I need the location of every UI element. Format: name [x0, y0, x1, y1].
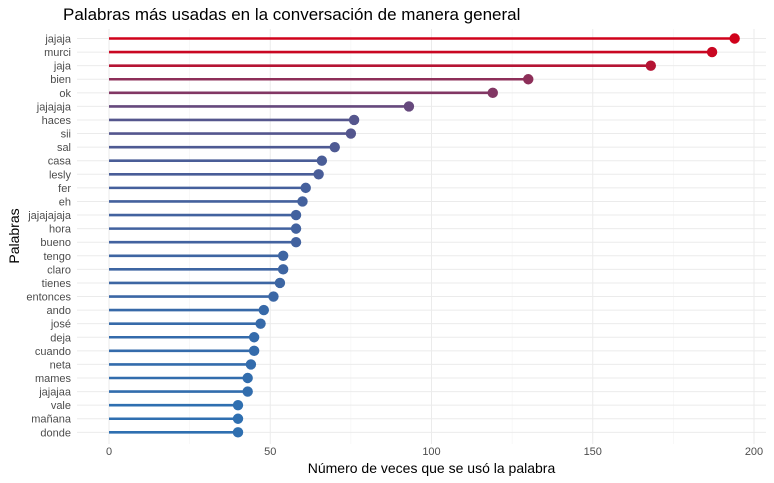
y-tick-label: jajaja — [44, 34, 72, 46]
lollipop-point — [277, 264, 289, 275]
y-tick-label: jajajajaja — [27, 210, 72, 222]
lollipop-point — [523, 74, 534, 85]
lollipop-point — [245, 359, 257, 370]
lollipop-point — [255, 318, 266, 329]
lollipop-point — [300, 182, 311, 194]
lollipop-point — [268, 291, 279, 302]
lollipop-point — [290, 237, 302, 248]
y-tick-label: lesly — [49, 169, 72, 181]
grid — [77, 29, 766, 444]
y-tick-label: bueno — [40, 237, 71, 249]
plot-area — [109, 33, 740, 438]
y-tick-label: casa — [48, 156, 72, 168]
lollipop-point — [645, 60, 656, 71]
y-tick-label: mames — [35, 373, 72, 385]
x-tick-label: 100 — [422, 446, 440, 458]
y-tick-label: deja — [50, 332, 72, 344]
lollipop-point — [290, 223, 302, 234]
y-tick-label: ando — [47, 305, 71, 317]
y-tick-label: donde — [40, 427, 71, 439]
lollipop-point — [403, 101, 415, 112]
y-tick-label: jaja — [53, 61, 72, 73]
lollipop-point — [487, 87, 498, 99]
lollipop-point — [232, 427, 244, 438]
lollipop-point — [729, 33, 740, 44]
lollipop-point — [706, 46, 718, 58]
chart-title: Palabras más usadas en la conversación d… — [63, 5, 520, 24]
lollipop-point — [348, 114, 360, 126]
lollipop-point — [232, 413, 244, 424]
x-tick-label: 50 — [264, 446, 276, 458]
y-tick-label: jajajaa — [38, 387, 72, 399]
y-tick-label: hora — [49, 224, 72, 236]
lollipop-point — [313, 169, 324, 180]
x-tick-label: 150 — [584, 446, 602, 458]
y-tick-label: eh — [59, 196, 71, 208]
lollipop-point — [316, 155, 328, 166]
lollipop-point — [248, 345, 260, 357]
y-axis-title: Palabras — [6, 208, 22, 263]
y-tick-label: tengo — [43, 251, 71, 263]
y-tick-label: claro — [47, 264, 71, 276]
y-tick-label: entonces — [26, 292, 71, 304]
x-tick-label: 200 — [745, 446, 763, 458]
y-tick-label: sal — [57, 142, 71, 154]
y-tick-label: ok — [59, 88, 71, 100]
y-tick-label: fer — [58, 183, 71, 195]
lollipop-point — [297, 196, 308, 207]
lollipop-point — [277, 250, 289, 261]
lollipop-point — [290, 209, 302, 221]
lollipop-point — [242, 372, 253, 384]
x-axis-ticks: 0 50 100 150 200 — [106, 446, 763, 458]
lollipop-point — [345, 128, 357, 139]
lollipop-point — [248, 332, 260, 343]
lollipop-point — [274, 277, 286, 289]
y-tick-label: josé — [50, 319, 71, 331]
y-tick-label: vale — [51, 400, 71, 412]
y-tick-label: bien — [50, 74, 71, 86]
y-tick-label: neta — [50, 359, 72, 371]
x-tick-label: 0 — [106, 446, 112, 458]
y-tick-label: mañana — [31, 414, 72, 426]
lollipop-point — [232, 399, 244, 411]
y-tick-label: haces — [42, 115, 72, 127]
y-tick-label: tienes — [42, 278, 72, 290]
lollipop-point — [242, 386, 253, 397]
lollipop-point — [329, 141, 340, 153]
x-axis-title: Número de veces que se usó la palabra — [308, 460, 556, 476]
y-tick-label: murci — [44, 47, 71, 59]
y-tick-label: cuando — [35, 346, 71, 358]
y-tick-label: jajajaja — [36, 101, 72, 113]
lollipop-point — [258, 304, 269, 316]
y-tick-label: sii — [61, 129, 71, 141]
